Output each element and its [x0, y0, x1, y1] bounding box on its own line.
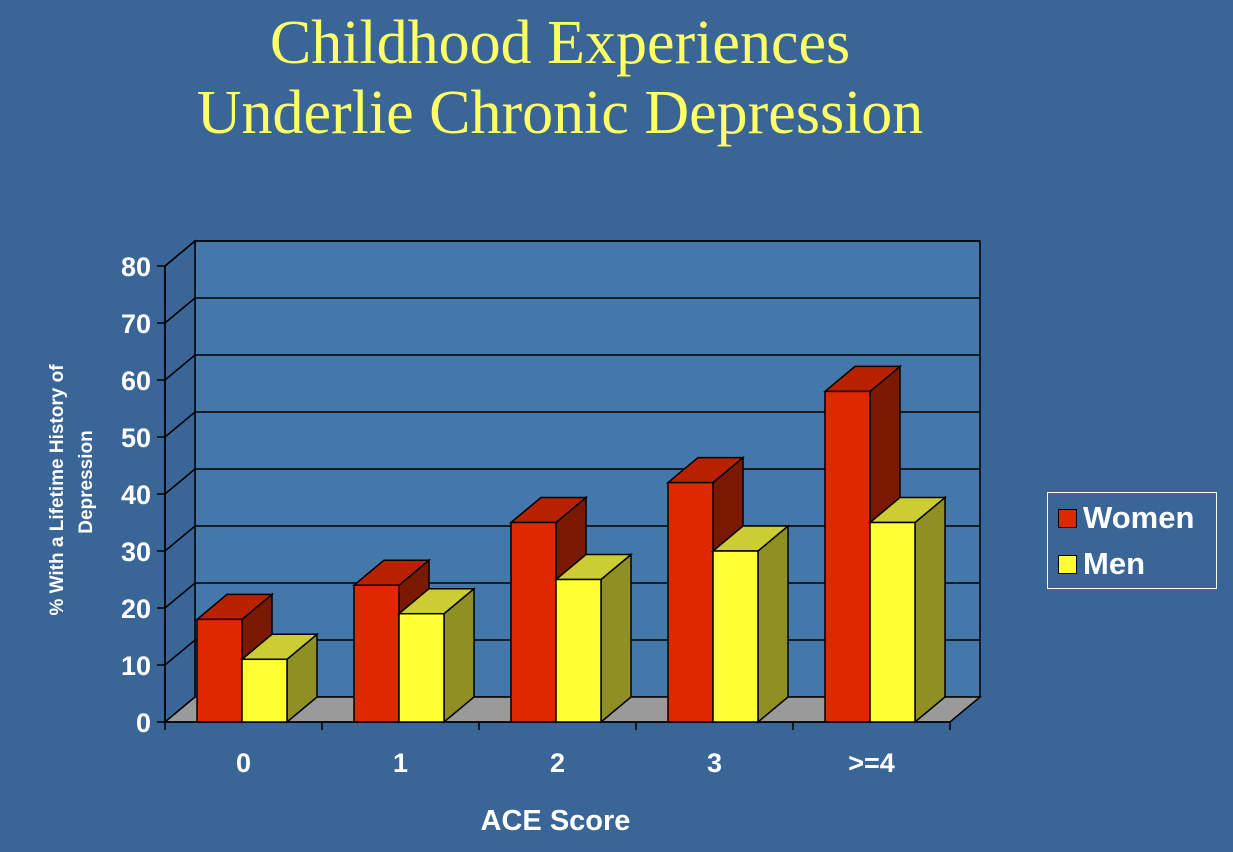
x-tick-label: 2	[550, 748, 565, 778]
y-axis-title-line-2: Depression	[76, 430, 97, 533]
y-tick-label: 50	[121, 423, 151, 453]
legend: Women Men	[1047, 492, 1217, 589]
bar-men	[712, 550, 759, 723]
chart-title: Childhood Experiences Underlie Chronic D…	[0, 8, 1120, 148]
gridline	[164, 411, 980, 438]
x-tick-label: 0	[236, 748, 251, 778]
bar-women	[510, 521, 557, 723]
legend-swatch-women	[1058, 508, 1077, 528]
bar-side-men	[600, 552, 632, 724]
bar-men	[869, 521, 916, 723]
y-tick-label: 0	[136, 708, 151, 738]
legend-item-men: Men	[1058, 546, 1145, 581]
y-axis-title-line-1: % With a Lifetime History of	[47, 364, 68, 616]
bar-men	[398, 612, 445, 723]
legend-label-men: Men	[1083, 546, 1145, 581]
gridline	[164, 354, 980, 381]
bar-women	[196, 618, 243, 723]
bar-men	[241, 658, 288, 723]
y-tick-label: 40	[121, 480, 151, 510]
y-tick-label: 10	[121, 651, 151, 681]
bar-side-men	[757, 524, 789, 724]
title-line-2: Underlie Chronic Depression	[196, 79, 924, 147]
y-tick-label: 80	[121, 252, 151, 282]
y-tick-label: 70	[121, 309, 151, 339]
legend-item-women: Women	[1058, 500, 1195, 535]
legend-swatch-men	[1058, 554, 1077, 574]
bar-women	[667, 481, 714, 723]
gridline	[164, 240, 980, 267]
bar-men	[555, 578, 602, 723]
bar-side-men	[914, 495, 946, 724]
title-line-1: Childhood Experiences	[269, 9, 851, 77]
y-tick-label: 60	[121, 366, 151, 396]
x-tick-label: 1	[393, 748, 408, 778]
gridline	[164, 297, 980, 324]
x-tick-label: >=4	[848, 748, 895, 778]
y-tick-label: 20	[121, 594, 151, 624]
legend-label-women: Women	[1083, 500, 1195, 535]
y-tick-label: 30	[121, 537, 151, 567]
bar-women	[353, 584, 400, 723]
x-tick-label: 3	[707, 748, 722, 778]
x-axis-title: ACE Score	[481, 805, 631, 837]
bar-women	[824, 390, 871, 723]
